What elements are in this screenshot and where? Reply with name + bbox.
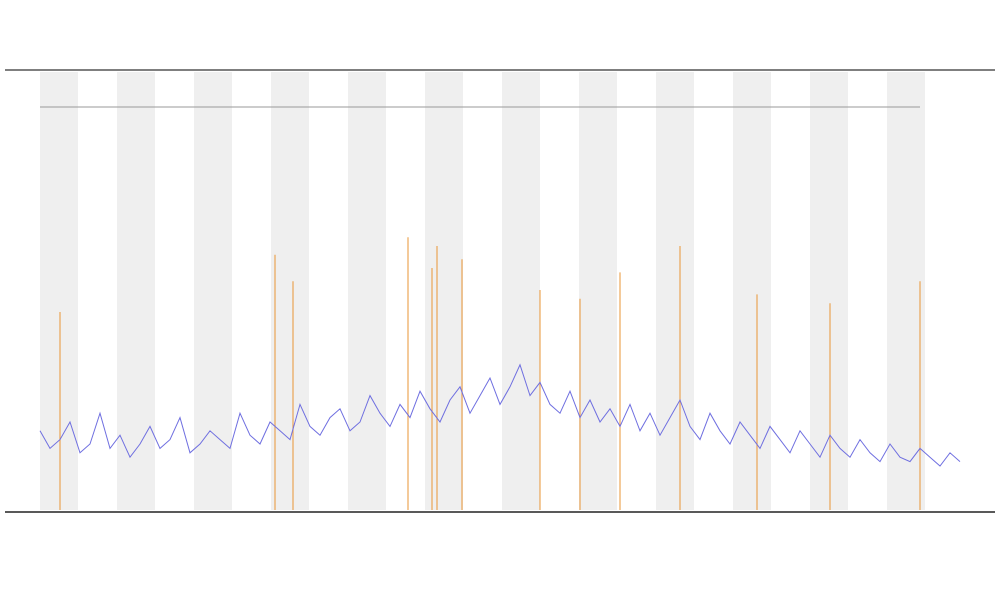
band (348, 72, 386, 510)
band (733, 72, 771, 510)
data-line (39, 363, 961, 467)
plot-area (39, 237, 961, 510)
band (887, 72, 925, 510)
band (117, 72, 155, 510)
band (502, 72, 540, 510)
band (579, 72, 617, 510)
band (425, 72, 463, 510)
band (194, 72, 232, 510)
band (810, 72, 848, 510)
band (656, 72, 694, 510)
band (40, 72, 78, 510)
background-bands (40, 72, 925, 510)
band (271, 72, 309, 510)
